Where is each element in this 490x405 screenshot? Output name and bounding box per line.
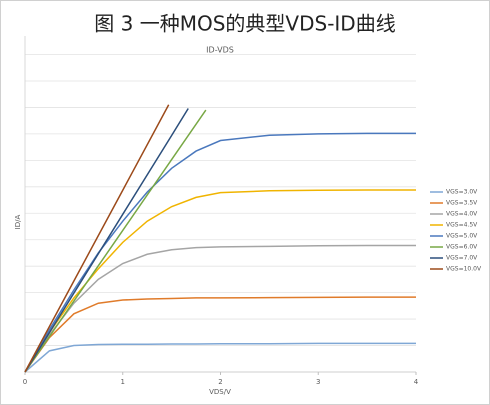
x-tick-label: 0 (23, 378, 27, 386)
x-tick-label: 3 (316, 378, 320, 386)
x-tick-label: 4 (414, 378, 419, 386)
series-line (24, 342, 416, 373)
x-axis-label: VDS/V (209, 388, 231, 396)
series-line (24, 109, 207, 373)
legend-label: VGS=7.0V (446, 255, 478, 262)
legend-label: VGS=3.5V (446, 200, 478, 207)
series-line (24, 104, 170, 373)
legend-label: VGS=3.0V (446, 189, 478, 196)
x-tick-label: 2 (218, 378, 222, 386)
series-line (24, 189, 416, 373)
chart-title: 图 3 一种MOS的典型VDS-ID曲线 (94, 12, 395, 36)
chart-subtitle: ID-VDS (206, 46, 234, 55)
legend-label: VGS=6.0V (446, 244, 478, 251)
x-tick-label: 1 (121, 378, 125, 386)
legend-label: VGS=10.0V (446, 266, 482, 273)
y-axis-label: ID/A (14, 214, 22, 229)
legend-label: VGS=4.5V (446, 222, 478, 229)
series-line (24, 108, 189, 373)
series-line (24, 296, 416, 373)
legend-label: VGS=4.0V (446, 211, 478, 218)
series-line (24, 132, 416, 373)
series-line (24, 244, 416, 373)
legend-label: VGS=5.0V (446, 233, 478, 240)
